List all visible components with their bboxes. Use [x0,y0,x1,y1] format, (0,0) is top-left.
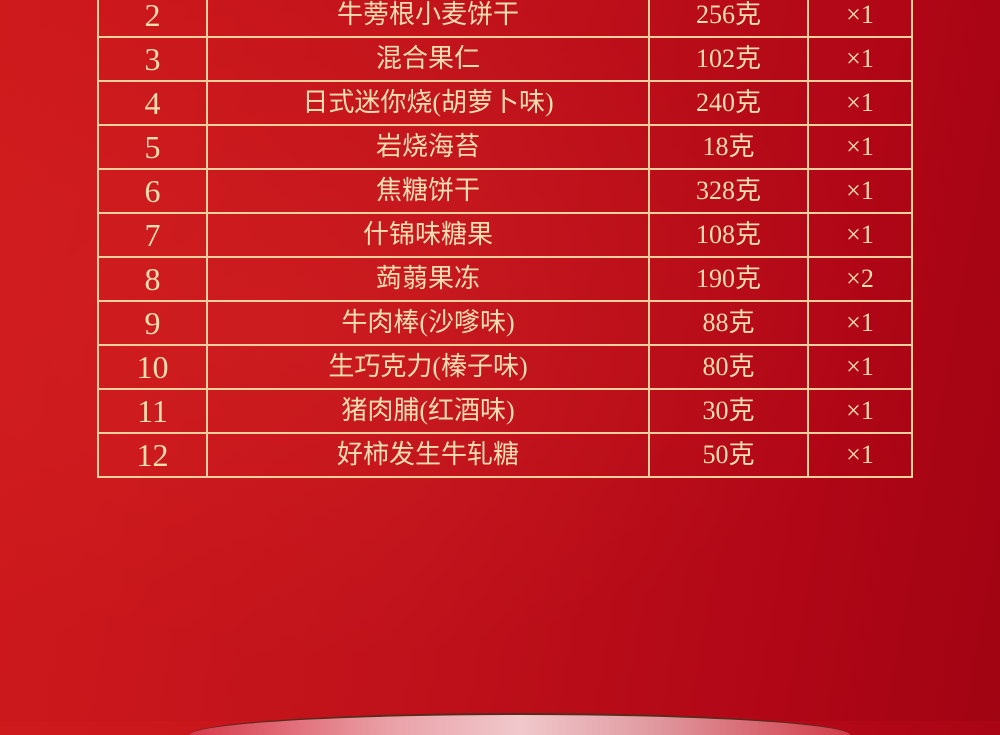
item-number: 8 [97,256,208,302]
table-row: 9 牛肉棒(沙嗲味) 88克 ×1 [97,300,913,346]
item-number: 3 [97,36,208,82]
item-quantity: ×1 [807,300,913,346]
item-weight: 328克 [648,168,809,214]
item-name: 牛肉棒(沙嗲味) [206,300,650,346]
item-quantity: ×1 [807,124,913,170]
item-quantity: ×1 [807,80,913,126]
item-name: 生巧克力(榛子味) [206,344,650,390]
item-weight: 256克 [648,0,809,38]
item-weight: 30克 [648,388,809,434]
table-row: 3 混合果仁 102克 ×1 [97,36,913,82]
item-quantity: ×1 [807,432,913,478]
item-weight: 190克 [648,256,809,302]
item-quantity: ×1 [807,0,913,38]
table-row: 6 焦糖饼干 328克 ×1 [97,168,913,214]
item-number: 5 [97,124,208,170]
item-weight: 80克 [648,344,809,390]
item-number: 6 [97,168,208,214]
table-row: 4 日式迷你烧(胡萝卜味) 240克 ×1 [97,80,913,126]
table-row: 10 生巧克力(榛子味) 80克 ×1 [97,344,913,390]
item-name: 猪肉脯(红酒味) [206,388,650,434]
item-quantity: ×1 [807,168,913,214]
table-row: 7 什锦味糖果 108克 ×1 [97,212,913,258]
item-name: 好柿发生牛轧糖 [206,432,650,478]
item-number: 11 [97,388,208,434]
item-quantity: ×1 [807,36,913,82]
table-row: 5 岩烧海苔 18克 ×1 [97,124,913,170]
item-number: 2 [97,0,208,38]
item-name: 岩烧海苔 [206,124,650,170]
item-name: 什锦味糖果 [206,212,650,258]
item-name: 蒟蒻果冻 [206,256,650,302]
table-row: 8 蒟蒻果冻 190克 ×2 [97,256,913,302]
item-weight: 102克 [648,36,809,82]
table-row: 11 猪肉脯(红酒味) 30克 ×1 [97,388,913,434]
item-number: 7 [97,212,208,258]
item-number: 10 [97,344,208,390]
item-quantity: ×1 [807,212,913,258]
item-quantity: ×1 [807,388,913,434]
item-name: 混合果仁 [206,36,650,82]
item-quantity: ×1 [807,344,913,390]
item-weight: 240克 [648,80,809,126]
item-name: 牛蒡根小麦饼干 [206,0,650,38]
item-number: 12 [97,432,208,478]
table-row: 12 好柿发生牛轧糖 50克 ×1 [97,432,913,478]
item-weight: 18克 [648,124,809,170]
product-list-table: 2 牛蒡根小麦饼干 256克 ×1 3 混合果仁 102克 ×1 4 日式迷你烧(胡萝卜味) 240… [97,0,913,478]
item-weight: 108克 [648,212,809,258]
item-number: 4 [97,80,208,126]
item-number: 9 [97,300,208,346]
item-weight: 88克 [648,300,809,346]
item-name: 焦糖饼干 [206,168,650,214]
item-weight: 50克 [648,432,809,478]
table-row: 2 牛蒡根小麦饼干 256克 ×1 [97,0,913,38]
item-quantity: ×2 [807,256,913,302]
item-name: 日式迷你烧(胡萝卜味) [206,80,650,126]
